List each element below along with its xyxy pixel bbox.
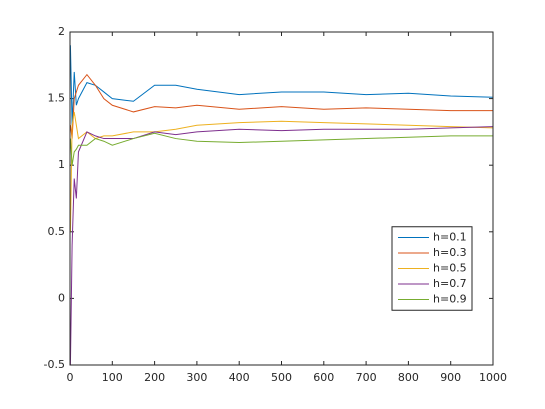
x-tick-label: 600 xyxy=(313,371,334,384)
y-tick-label: 0.5 xyxy=(48,225,66,238)
plot-area xyxy=(70,32,493,365)
series-line xyxy=(69,45,494,126)
legend-label: h=0.1 xyxy=(433,231,467,244)
legend-label: h=0.5 xyxy=(433,262,467,275)
x-tick-label: 0 xyxy=(67,371,74,384)
y-tick-label: 1.5 xyxy=(48,92,66,105)
series-line xyxy=(69,73,493,139)
y-tick-label: 0 xyxy=(58,291,65,304)
legend-label: h=0.9 xyxy=(433,293,467,306)
y-tick-label: 1 xyxy=(58,158,65,171)
axes-box xyxy=(69,31,494,366)
series-line xyxy=(69,126,494,366)
x-tick-label: 100 xyxy=(102,371,123,384)
x-tick-label: 700 xyxy=(356,371,377,384)
y-tick-label: 2 xyxy=(58,25,65,38)
series-line xyxy=(69,111,494,232)
legend-label: h=0.7 xyxy=(433,277,467,290)
x-tick-label: 500 xyxy=(271,371,292,384)
x-tick-label: 300 xyxy=(186,371,207,384)
x-tick-label: 900 xyxy=(440,371,461,384)
legend: h=0.1 h=0.3 h=0.5 h=0.7 h=0.9 xyxy=(391,226,473,311)
legend-label: h=0.3 xyxy=(433,246,467,259)
x-tick-label: 800 xyxy=(398,371,419,384)
series-line xyxy=(69,132,493,166)
x-tick-label: 1000 xyxy=(479,371,507,384)
x-tick-label: 200 xyxy=(144,371,165,384)
y-tick-label: -0.5 xyxy=(44,358,65,371)
x-tick-label: 400 xyxy=(229,371,250,384)
